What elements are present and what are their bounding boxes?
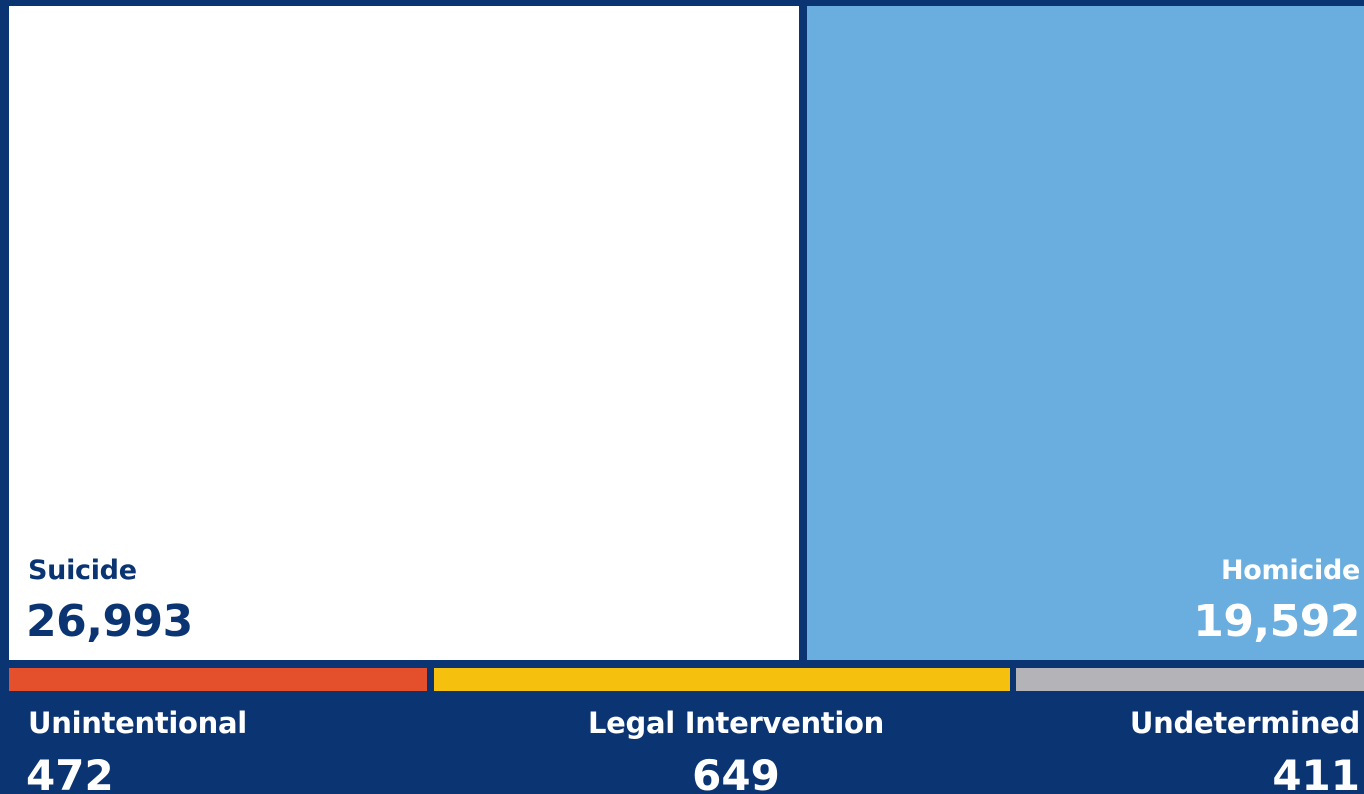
homicide-value: 19,592 [1193, 596, 1360, 647]
tile-homicide [807, 6, 1364, 660]
suicide-label: Suicide [28, 555, 137, 586]
bar-unintentional [9, 668, 427, 691]
tile-suicide [9, 6, 799, 660]
unintentional-value: 472 [26, 751, 114, 794]
bar-legal-intervention [434, 668, 1010, 691]
undetermined-label: Undetermined [1129, 706, 1360, 740]
homicide-label: Homicide [1220, 555, 1360, 586]
undetermined-value: 411 [1272, 751, 1360, 794]
legal-intervention-label: Legal Intervention [588, 706, 884, 740]
suicide-value: 26,993 [26, 596, 193, 647]
legal-intervention-value: 649 [692, 751, 780, 794]
bar-undetermined [1016, 668, 1364, 691]
unintentional-label: Unintentional [28, 706, 247, 740]
